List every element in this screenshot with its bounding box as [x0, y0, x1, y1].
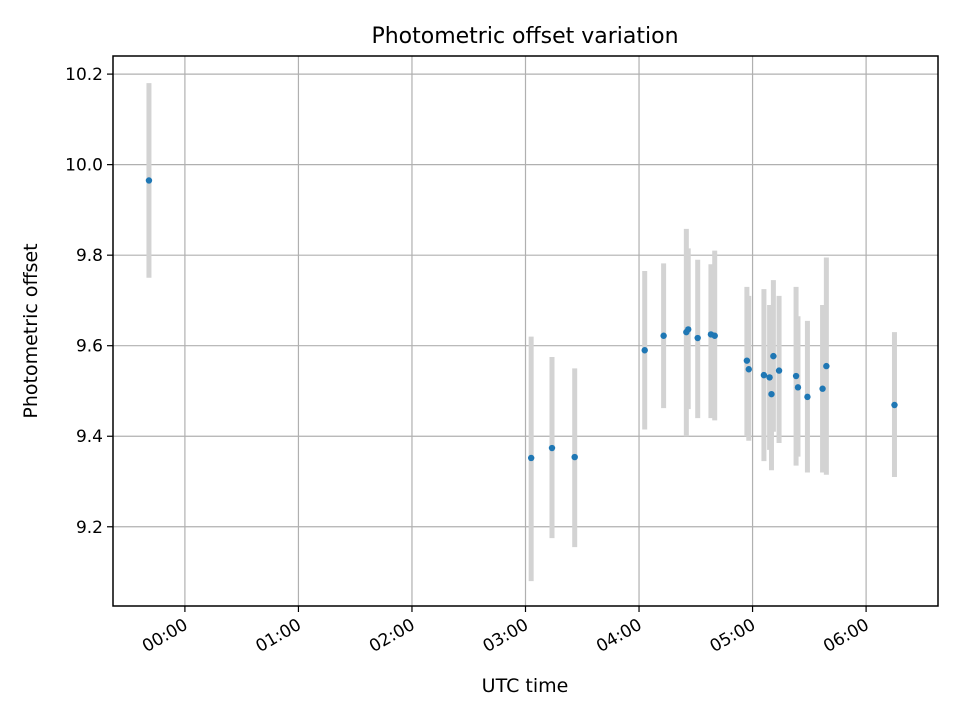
- y-axis-label: Photometric offset: [20, 243, 42, 418]
- y-tick-label: 9.6: [76, 337, 103, 357]
- data-point: [775, 367, 783, 374]
- data-point: [768, 390, 775, 398]
- data-point: [745, 366, 752, 373]
- y-tick-label: 10.2: [65, 65, 103, 85]
- point-layer: [145, 177, 898, 462]
- data-point: [794, 384, 802, 391]
- data-point: [711, 332, 718, 339]
- data-point: [760, 371, 768, 379]
- data-point: [792, 372, 800, 380]
- data-point: [571, 453, 578, 461]
- data-point: [660, 332, 667, 339]
- data-point: [145, 177, 153, 184]
- grid-layer: [113, 56, 938, 606]
- chart-title: Photometric offset variation: [371, 24, 678, 49]
- data-point: [766, 374, 773, 381]
- data-point: [548, 444, 556, 452]
- y-tick-label: 9.8: [76, 246, 103, 266]
- data-point: [823, 362, 830, 370]
- data-point: [891, 401, 898, 409]
- y-tick-label: 9.2: [76, 518, 103, 538]
- data-point: [641, 347, 648, 354]
- y-tick-label: 9.4: [76, 427, 103, 447]
- data-point: [527, 454, 535, 462]
- y-axis: 9.2 9.4 9.6 9.8 10.0 10.2: [65, 65, 113, 538]
- data-point: [694, 334, 701, 342]
- data-point: [770, 352, 777, 360]
- data-point: [685, 326, 692, 333]
- data-point: [743, 357, 751, 364]
- y-tick-label: 10.0: [65, 156, 103, 176]
- data-point: [819, 385, 826, 392]
- data-point: [804, 393, 811, 401]
- x-axis-label: UTC time: [482, 675, 569, 697]
